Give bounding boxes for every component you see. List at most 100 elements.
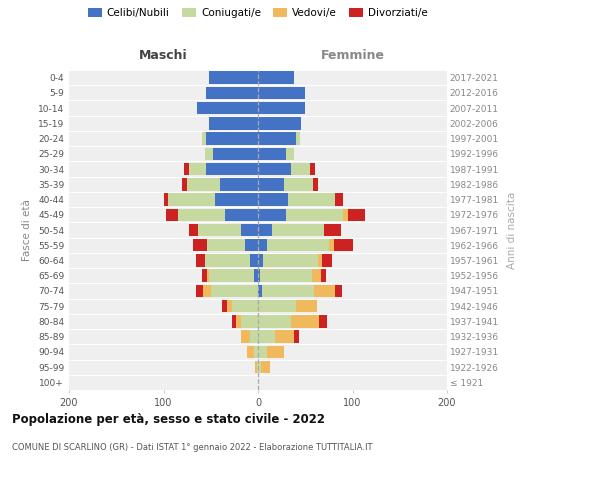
Bar — [334, 239, 353, 252]
Bar — [296, 300, 317, 312]
Bar — [314, 284, 335, 297]
Bar — [258, 270, 260, 282]
Bar — [168, 194, 215, 206]
Text: COMUNE DI SCARLINO (GR) - Dati ISTAT 1° gennaio 2022 - Elaborazione TUTTITALIA.I: COMUNE DI SCARLINO (GR) - Dati ISTAT 1° … — [12, 442, 373, 452]
Bar — [268, 239, 329, 252]
Bar — [241, 315, 258, 328]
Bar — [232, 300, 258, 312]
Bar — [258, 300, 296, 312]
Bar — [324, 224, 341, 236]
Bar — [254, 270, 258, 282]
Bar — [197, 102, 258, 115]
Text: Maschi: Maschi — [139, 50, 188, 62]
Bar — [207, 270, 209, 282]
Bar — [184, 163, 189, 175]
Bar — [205, 254, 250, 266]
Y-axis label: Fasce di età: Fasce di età — [22, 199, 32, 261]
Text: Popolazione per età, sesso e stato civile - 2022: Popolazione per età, sesso e stato civil… — [12, 412, 325, 426]
Bar — [258, 224, 272, 236]
Bar — [329, 239, 334, 252]
Bar — [241, 330, 250, 343]
Bar — [206, 132, 258, 145]
Bar — [284, 178, 313, 190]
Bar — [260, 270, 312, 282]
Bar — [312, 270, 322, 282]
Bar — [288, 194, 335, 206]
Bar — [258, 72, 294, 84]
Bar — [166, 208, 178, 221]
Bar — [258, 346, 268, 358]
Bar — [212, 148, 258, 160]
Bar — [187, 178, 220, 190]
Bar — [254, 346, 258, 358]
Bar — [250, 254, 258, 266]
Bar — [209, 270, 254, 282]
Bar — [258, 117, 301, 130]
Bar — [258, 284, 262, 297]
Bar — [319, 315, 327, 328]
Bar — [258, 148, 286, 160]
Bar — [286, 148, 294, 160]
Bar — [258, 315, 291, 328]
Bar — [294, 330, 299, 343]
Bar — [275, 330, 294, 343]
Bar — [203, 284, 211, 297]
Bar — [199, 224, 241, 236]
Bar — [322, 254, 332, 266]
Bar — [291, 163, 310, 175]
Bar — [272, 224, 324, 236]
Bar — [202, 270, 207, 282]
Bar — [310, 163, 315, 175]
Bar — [322, 270, 326, 282]
Bar — [163, 194, 168, 206]
Bar — [206, 86, 258, 99]
Bar — [241, 224, 258, 236]
Bar — [258, 254, 263, 266]
Bar — [205, 148, 212, 160]
Bar — [207, 239, 245, 252]
Bar — [178, 208, 225, 221]
Y-axis label: Anni di nascita: Anni di nascita — [508, 192, 517, 268]
Bar — [268, 346, 284, 358]
Bar — [196, 284, 203, 297]
Bar — [262, 284, 314, 297]
Bar — [313, 178, 317, 190]
Bar — [296, 132, 299, 145]
Bar — [258, 132, 296, 145]
Bar — [317, 254, 322, 266]
Bar — [182, 178, 187, 190]
Bar — [261, 361, 270, 374]
Bar — [258, 178, 284, 190]
Bar — [209, 72, 258, 84]
Text: Femmine: Femmine — [320, 50, 385, 62]
Bar — [236, 315, 241, 328]
Bar — [215, 194, 258, 206]
Bar — [258, 163, 291, 175]
Bar — [291, 315, 319, 328]
Bar — [222, 300, 227, 312]
Bar — [343, 208, 348, 221]
Legend: Celibi/Nubili, Coniugati/e, Vedovi/e, Divorziati/e: Celibi/Nubili, Coniugati/e, Vedovi/e, Di… — [88, 8, 428, 18]
Bar — [258, 86, 305, 99]
Bar — [189, 163, 206, 175]
Bar — [209, 117, 258, 130]
Bar — [232, 315, 236, 328]
Bar — [335, 284, 342, 297]
Bar — [193, 239, 207, 252]
Bar — [258, 361, 261, 374]
Bar — [258, 208, 286, 221]
Bar — [227, 300, 232, 312]
Bar — [202, 132, 206, 145]
Bar — [250, 330, 258, 343]
Bar — [220, 178, 258, 190]
Bar — [257, 361, 258, 374]
Bar — [255, 361, 257, 374]
Bar — [206, 163, 258, 175]
Bar — [211, 284, 258, 297]
Bar — [258, 194, 288, 206]
Bar — [245, 239, 258, 252]
Bar — [258, 330, 275, 343]
Bar — [247, 346, 254, 358]
Bar — [196, 254, 205, 266]
Bar — [258, 239, 268, 252]
